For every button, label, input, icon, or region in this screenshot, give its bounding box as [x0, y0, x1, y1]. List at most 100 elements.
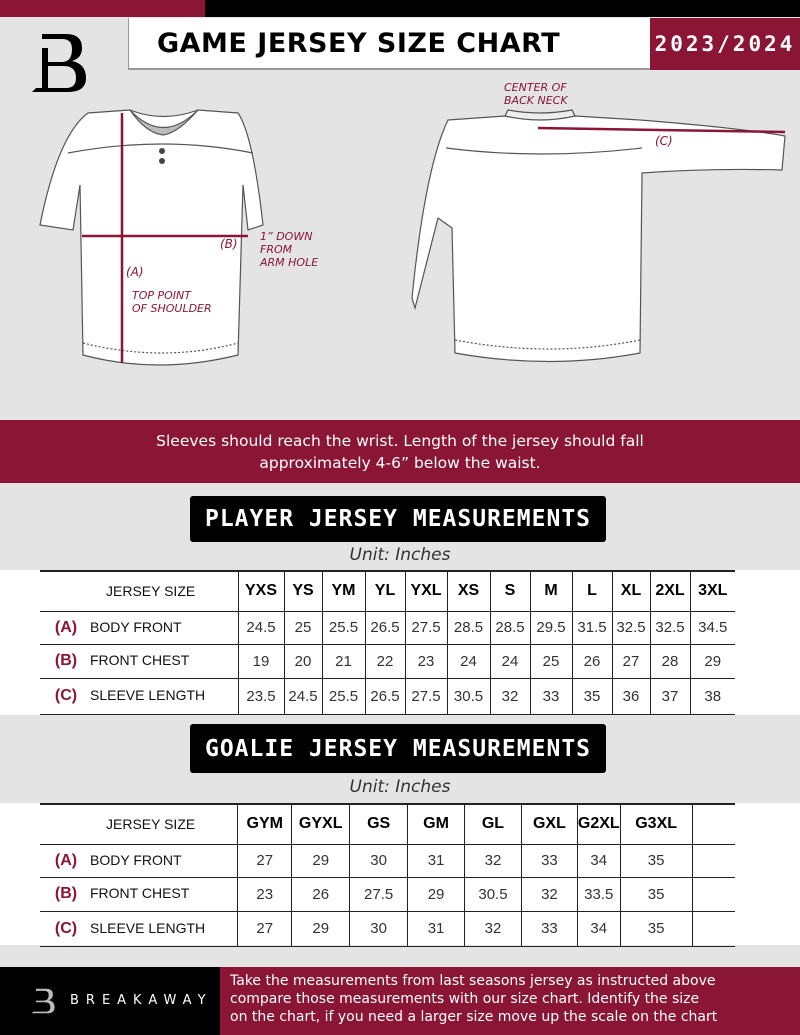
size-header: GL — [464, 803, 522, 845]
label-c: (C) — [655, 134, 673, 148]
footer-line: on the chart, if you need a larger size … — [230, 1009, 718, 1025]
measure-value: 26.5 — [364, 610, 406, 645]
measure-value: 28.5 — [446, 610, 491, 645]
player-unit: Unit: Inches — [349, 545, 451, 565]
measure-value: 38 — [689, 677, 735, 715]
row-label: (A) BODY FRONT — [40, 843, 239, 878]
measure-value: 28 — [649, 643, 691, 679]
size-header: YXL — [404, 570, 448, 612]
front-jersey-diagram — [39, 109, 264, 366]
measure-value: 35 — [619, 910, 693, 947]
header-row: JERSEY SIZE GYM GYXL GS GM GL GXL G2XL G3XL — [40, 803, 735, 845]
table-row: (C) SLEEVE LENGTH 27 29 30 31 32 33 34 35 — [40, 910, 735, 947]
measure-value: 37 — [649, 677, 691, 715]
measure-value: 30.5 — [446, 677, 491, 715]
measure-value: 30 — [349, 910, 409, 947]
measure-value: 30 — [349, 843, 409, 878]
measure-value: 23 — [404, 643, 448, 679]
measure-value — [691, 843, 735, 878]
label-a: (A) — [126, 265, 144, 279]
measure-name: BODY FRONT — [90, 851, 182, 868]
measure-name: BODY FRONT — [90, 618, 182, 635]
size-header: M — [529, 570, 573, 612]
row-label: (C) SLEEVE LENGTH — [40, 910, 239, 947]
table-row: (C) SLEEVE LENGTH 23.5 24.5 25.5 26.5 27.5 30.5… — [40, 677, 735, 715]
table-row: (A) BODY FRONT 24.5 25 25.5 26.5 27.5 28.5 28.5 2… — [40, 610, 735, 645]
measure-value: 29 — [407, 876, 466, 912]
size-header: GS — [349, 803, 409, 845]
size-header: G3XL — [619, 803, 693, 845]
measure-name: FRONT CHEST — [90, 652, 190, 668]
measure-value: 27.5 — [404, 610, 448, 645]
goalie-unit: Unit: Inches — [349, 777, 451, 797]
measure-value: 35 — [619, 876, 693, 912]
top-accent-bar — [0, 0, 205, 17]
goalie-heading: GOALIE JERSEY MEASUREMENTS — [190, 724, 606, 773]
instruction-band: Sleeves should reach the wrist. Length o… — [0, 420, 800, 483]
measure-letter: (A) — [54, 618, 78, 636]
back-jersey-diagram — [411, 109, 786, 363]
measure-value: 33 — [520, 910, 578, 947]
measure-value: 29 — [291, 843, 351, 878]
measure-value: 27 — [237, 843, 293, 878]
table-row: (B) FRONT CHEST 23 26 27.5 29 30.5 32 33.5 35 — [40, 876, 735, 912]
measure-value: 21 — [321, 643, 366, 679]
goalie-size-table: JERSEY SIZE GYM GYXL GS GM GL GXL G2XL G3XL (A) BO… — [40, 803, 735, 947]
measure-letter: (C) — [54, 919, 78, 937]
header-row: JERSEY SIZE YXS YS YM YL YXL XS S M L XL 2XL 3XL — [40, 570, 735, 612]
measure-value: 32 — [464, 910, 522, 947]
size-label: JERSEY SIZE — [40, 570, 239, 612]
footer-line: Take the measurements from last seasons … — [230, 973, 716, 989]
size-header: GXL — [520, 803, 578, 845]
size-header: 3XL — [689, 570, 735, 612]
size-header: GYXL — [291, 803, 351, 845]
measure-value: 20 — [283, 643, 323, 679]
measure-value: 29.5 — [529, 610, 573, 645]
measure-value: 31.5 — [571, 610, 613, 645]
measure-value: 24.5 — [283, 677, 323, 715]
measure-value: 31 — [407, 910, 466, 947]
measure-value: 35 — [571, 677, 613, 715]
note-c-line: CENTER OF — [504, 81, 567, 94]
measure-value: 32.5 — [649, 610, 691, 645]
note-b-line: ARM HOLE — [260, 256, 319, 269]
row-label: (B) FRONT CHEST — [40, 643, 239, 679]
instruction-line: Sleeves should reach the wrist. Length o… — [156, 432, 644, 450]
measure-value: 26.5 — [364, 677, 406, 715]
note-a: TOP POINT OF SHOULDER — [132, 289, 212, 315]
measure-value: 32.5 — [611, 610, 651, 645]
size-header: YS — [283, 570, 323, 612]
measure-value: 25 — [283, 610, 323, 645]
measure-value: 34.5 — [689, 610, 735, 645]
measure-value: 33 — [529, 677, 573, 715]
size-header: L — [571, 570, 613, 612]
measure-value: 25 — [529, 643, 573, 679]
measure-letter: (C) — [54, 687, 78, 704]
measure-value: 24.5 — [237, 610, 285, 645]
size-label: JERSEY SIZE — [40, 803, 239, 845]
measure-value: 33.5 — [576, 876, 621, 912]
size-header: YL — [364, 570, 406, 612]
label-b: (B) — [220, 237, 238, 251]
measure-value: 30.5 — [464, 876, 522, 912]
measure-value: 24 — [446, 643, 491, 679]
measure-value: 27 — [237, 910, 293, 947]
footer-line: compare those measurements with our size… — [230, 991, 700, 1007]
page-title: GAME JERSEY SIZE CHART — [157, 28, 561, 59]
measure-value: 34 — [576, 910, 621, 947]
measure-value: 31 — [407, 843, 466, 878]
measure-value: 27 — [611, 643, 651, 679]
title-box: GAME JERSEY SIZE CHART — [128, 18, 650, 70]
size-header: G2XL — [576, 803, 621, 845]
size-header — [691, 803, 735, 845]
note-a-line: TOP POINT — [132, 289, 191, 302]
measure-value — [691, 910, 735, 947]
measure-value — [691, 876, 735, 912]
measure-value: 28.5 — [489, 610, 531, 645]
measure-value: 36 — [611, 677, 651, 715]
measure-value: 23.5 — [237, 677, 285, 715]
table-row: (A) BODY FRONT 27 29 30 31 32 33 34 35 — [40, 843, 735, 878]
measure-name: SLEEVE LENGTH — [90, 919, 206, 936]
size-header: 2XL — [649, 570, 691, 612]
footer-logo-icon — [31, 988, 55, 1014]
